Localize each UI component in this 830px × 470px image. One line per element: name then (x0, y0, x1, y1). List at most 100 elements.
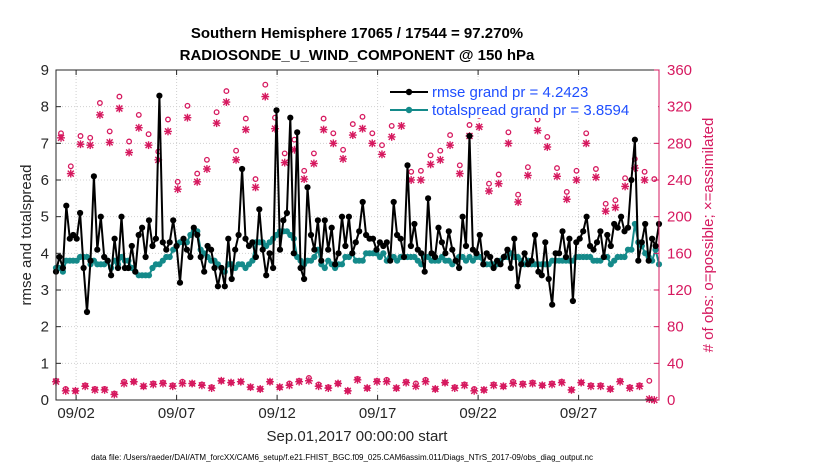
rmse-point (325, 246, 332, 253)
assimilated-obs-00z-point (236, 377, 245, 386)
rmse-point (576, 235, 583, 242)
assimilated-obs-00z-point (285, 381, 294, 390)
rmse-point (318, 257, 325, 264)
assimilated-obs-12z-point (261, 92, 270, 101)
assimilated-obs-12z-point (203, 165, 211, 173)
rmse-point (618, 213, 625, 220)
possible-obs-12z-point (330, 130, 337, 137)
rmse-point (590, 246, 597, 253)
y-axis-label: rmse and totalspread (18, 165, 35, 306)
assimilated-obs-12z-point (485, 187, 493, 195)
rmse-point (332, 261, 339, 268)
possible-obs-12z-point (320, 115, 327, 122)
rmse-point (631, 136, 639, 143)
assimilated-obs-12z-point (475, 122, 484, 131)
rmse-point (511, 235, 518, 242)
possible-obs-12z-point (213, 109, 220, 116)
legend-spread-marker (405, 106, 413, 114)
rmse-point (270, 264, 277, 272)
assimilated-obs-12z-point (494, 179, 503, 188)
possible-obs-12z-point (203, 156, 210, 163)
legend-spread-label: totalspread grand pr = 3.8594 (432, 102, 629, 119)
legend-background (384, 82, 658, 118)
assimilated-obs-12z-point (562, 195, 571, 204)
rmse-point (607, 242, 614, 250)
possible-obs-12z-point (359, 113, 366, 120)
legend-rmse-marker (405, 88, 413, 96)
data-file-footer: data file: /Users/raeder/DAI/ATM_forcXX/… (91, 453, 593, 462)
totalspread-point (338, 261, 346, 268)
rmse-point (635, 257, 642, 264)
rmse-point (638, 239, 645, 246)
assimilated-obs-00z-point (334, 379, 342, 388)
possible-obs-12z-point (651, 176, 658, 183)
rmse-point (187, 253, 194, 261)
rmse-point (411, 220, 418, 228)
possible-obs-12z-point (174, 178, 181, 185)
assimilated-obs-00z-point (178, 379, 187, 388)
rmse-point (649, 235, 656, 242)
assimilated-obs-12z-point (193, 177, 202, 186)
possible-obs-12z-point (388, 122, 395, 129)
y2-tick-label: 120 (667, 282, 692, 299)
y2-tick-label: 320 (667, 99, 692, 116)
possible-obs-00z-point (646, 377, 653, 384)
rmse-point (438, 239, 445, 246)
y-tick-label: 3 (41, 282, 49, 299)
totalspread-point (311, 253, 318, 261)
rmse-point (190, 224, 197, 231)
rmse-point (142, 253, 149, 261)
rmse-point (542, 239, 549, 246)
assimilated-obs-12z-point (164, 127, 172, 136)
possible-obs-12z-point (223, 88, 230, 95)
y2-tick-label: 280 (667, 135, 692, 152)
assimilated-obs-00z-point (188, 379, 197, 388)
rmse-point (373, 246, 380, 253)
assimilated-obs-00z-point (324, 384, 333, 392)
rmse-point (287, 114, 294, 121)
rmse-point (593, 239, 601, 246)
rmse-point (259, 246, 266, 253)
rmse-point (280, 217, 287, 224)
rmse-point (132, 268, 139, 275)
assimilated-obs-12z-point (57, 133, 65, 142)
rmse-point (273, 107, 280, 114)
possible-obs-12z-point (427, 152, 434, 159)
rmse-point (170, 217, 177, 224)
rmse-point (480, 261, 487, 268)
possible-obs-12z-point (602, 200, 609, 207)
possible-obs-12z-point (349, 121, 356, 128)
possible-obs-12z-point (524, 164, 531, 171)
rmse-point (108, 272, 115, 279)
legend-rmse-label: rmse grand pr = 4.2423 (432, 84, 588, 101)
assimilated-obs-00z-point (61, 386, 70, 395)
rmse-point (87, 257, 94, 264)
assimilated-obs-00z-point (421, 377, 430, 386)
assimilated-obs-12z-point (553, 172, 561, 181)
assimilated-obs-00z-point (71, 386, 80, 395)
rmse-point (114, 264, 122, 272)
assimilated-obs-00z-point (460, 381, 469, 390)
y-tick-label: 1 (41, 355, 49, 372)
rmse-point (321, 217, 328, 224)
assimilated-obs-00z-point (353, 375, 362, 384)
y-tick-label: 5 (41, 209, 49, 226)
rmse-point (562, 253, 570, 261)
rmse-point (528, 257, 535, 264)
possible-obs-12z-point (417, 167, 424, 174)
possible-obs-12z-point (262, 81, 269, 88)
assimilated-obs-00z-point (441, 378, 449, 387)
rmse-point (218, 264, 225, 272)
possible-obs-12z-point (145, 131, 152, 138)
rmse-point (214, 283, 221, 290)
rmse-point (311, 246, 318, 253)
axes: 09/02 09/07 09/12 09/17 09/22 09/27 0 1 2 3 4 5 6 7 8 9… (41, 62, 692, 422)
assimilated-obs-12z-point (339, 155, 347, 163)
assimilated-obs-00z-point (518, 380, 527, 389)
rmse-point (359, 198, 366, 206)
possible-obs-12z-point (281, 150, 288, 157)
assimilated-obs-00z-point (295, 377, 304, 386)
totalspread-point (166, 253, 173, 261)
assimilated-obs-00z-point (256, 385, 265, 393)
